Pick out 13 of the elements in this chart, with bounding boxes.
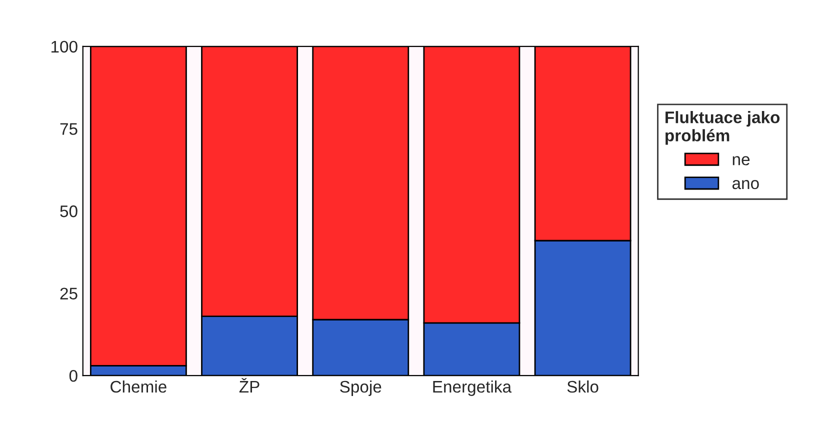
y-tick-label: 75 — [60, 123, 78, 135]
legend-label: ano — [732, 180, 759, 190]
x-tick-label: Spoje — [340, 380, 382, 396]
legend-label: ne — [732, 156, 750, 166]
x-tick-label: Energetika — [433, 380, 512, 396]
x-tick-label: Sklo — [567, 380, 598, 393]
legend-title: Fluktuace jako problém — [666, 111, 780, 145]
x-tick-label: Chemie — [110, 380, 166, 393]
y-tick-label: 50 — [60, 205, 78, 218]
y-tick-label: 100 — [52, 40, 78, 53]
y-tick-label: 0 — [69, 370, 78, 382]
x-tick-label: ŽP — [239, 378, 260, 393]
y-tick-label: 25 — [60, 288, 78, 300]
